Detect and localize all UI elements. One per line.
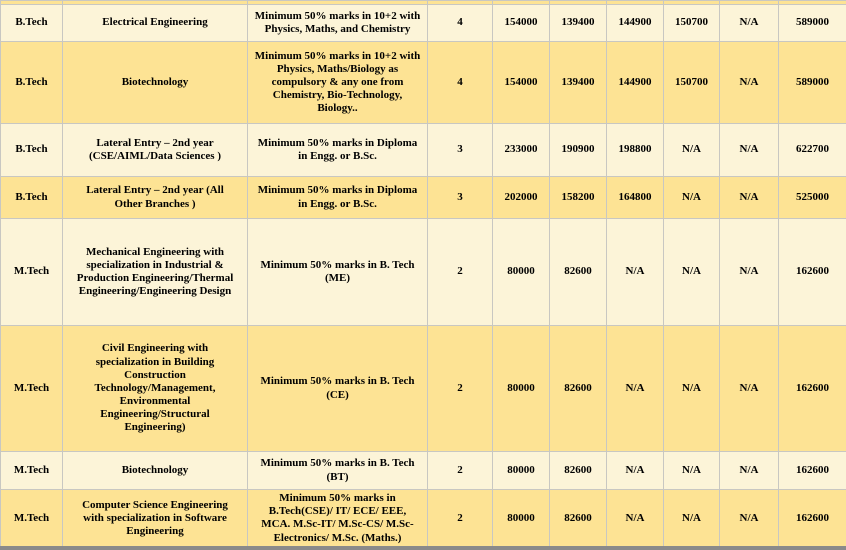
bottom-gray-bar — [0, 546, 846, 550]
cell-fee-5: N/A — [719, 325, 779, 452]
cell-fee-4: N/A — [663, 123, 720, 177]
cell-program: B.Tech — [0, 176, 63, 219]
cell-fee-4: N/A — [663, 325, 720, 452]
cell-program: B.Tech — [0, 41, 63, 124]
table-row: M.Tech Civil Engineering with specializat… — [0, 325, 846, 452]
cell-fee-2: 139400 — [549, 41, 607, 124]
cell-eligibility: Minimum 50% marks in Diploma in Engg. or… — [247, 176, 428, 219]
cell-eligibility: Minimum 50% marks in B. Tech (BT) — [247, 451, 428, 490]
cell-fee-4: N/A — [663, 176, 720, 219]
cell-total-fee: 162600 — [778, 451, 846, 490]
cell-program: M.Tech — [0, 489, 63, 548]
cell-eligibility: Minimum 50% marks in B. Tech (CE) — [247, 325, 428, 452]
cell-fee-3: N/A — [606, 218, 664, 326]
cell-fee-2: 82600 — [549, 489, 607, 548]
cell-duration-years: 3 — [427, 123, 493, 177]
cell-program: B.Tech — [0, 123, 63, 177]
cell-eligibility: Minimum 50% marks in B. Tech (ME) — [247, 218, 428, 326]
table-row: B.Tech Electrical Engineering Minimum 50% … — [0, 4, 846, 42]
cell-fee-4: N/A — [663, 489, 720, 548]
cell-course: Civil Engineering with specialization in… — [62, 325, 248, 452]
cell-eligibility: Minimum 50% marks in Diploma in Engg. or… — [247, 123, 428, 177]
cell-course: Biotechnology — [62, 451, 248, 490]
cell-fee-1: 80000 — [492, 489, 550, 548]
cell-duration-years: 3 — [427, 176, 493, 219]
cell-course: Mechanical Engineering with specializati… — [62, 218, 248, 326]
cell-eligibility: Minimum 50% marks in 10+2 with Physics, … — [247, 41, 428, 124]
cell-fee-5: N/A — [719, 176, 779, 219]
cell-course: Lateral Entry – 2nd year (CSE/AIML/Data … — [62, 123, 248, 177]
cell-fee-4: N/A — [663, 451, 720, 490]
cell-fee-3: N/A — [606, 325, 664, 452]
cell-total-fee: 162600 — [778, 218, 846, 326]
cell-fee-4: N/A — [663, 218, 720, 326]
cell-fee-3: N/A — [606, 489, 664, 548]
cell-fee-3: 144900 — [606, 41, 664, 124]
cell-total-fee: 525000 — [778, 176, 846, 219]
table-row: B.Tech Lateral Entry – 2nd year (CSE/AIML… — [0, 123, 846, 177]
cell-duration-years: 4 — [427, 4, 493, 42]
cell-total-fee: 622700 — [778, 123, 846, 177]
cell-fee-2: 82600 — [549, 218, 607, 326]
cell-total-fee: 589000 — [778, 4, 846, 42]
cell-duration-years: 2 — [427, 218, 493, 326]
cell-eligibility: Minimum 50% marks in B.Tech(CSE)/ IT/ EC… — [247, 489, 428, 548]
table-row: M.Tech Mechanical Engineering with specia… — [0, 218, 846, 326]
cell-total-fee: 162600 — [778, 489, 846, 548]
cell-fee-4: 150700 — [663, 4, 720, 42]
table-row: M.Tech Computer Science Engineering with … — [0, 489, 846, 548]
cell-program: B.Tech — [0, 4, 63, 42]
cell-fee-2: 190900 — [549, 123, 607, 177]
cell-fee-5: N/A — [719, 218, 779, 326]
cell-duration-years: 2 — [427, 325, 493, 452]
cell-duration-years: 2 — [427, 451, 493, 490]
table-row: M.Tech Biotechnology Minimum 50% marks in … — [0, 451, 846, 490]
cell-course: Lateral Entry – 2nd year (All Other Bran… — [62, 176, 248, 219]
cell-fee-1: 154000 — [492, 4, 550, 42]
cell-fee-2: 158200 — [549, 176, 607, 219]
cell-fee-1: 80000 — [492, 218, 550, 326]
cell-fee-1: 154000 — [492, 41, 550, 124]
cell-fee-3: 164800 — [606, 176, 664, 219]
cell-fee-3: N/A — [606, 451, 664, 490]
cell-course: Electrical Engineering — [62, 4, 248, 42]
cell-fee-4: 150700 — [663, 41, 720, 124]
cell-total-fee: 162600 — [778, 325, 846, 452]
cell-program: M.Tech — [0, 325, 63, 452]
cell-duration-years: 2 — [427, 489, 493, 548]
table-row: B.Tech Biotechnology Minimum 50% marks in … — [0, 41, 846, 124]
cell-fee-3: 198800 — [606, 123, 664, 177]
cell-duration-years: 4 — [427, 41, 493, 124]
cell-course: Computer Science Engineering with specia… — [62, 489, 248, 548]
table-row: B.Tech Lateral Entry – 2nd year (All Othe… — [0, 176, 846, 219]
cell-course: Biotechnology — [62, 41, 248, 124]
cell-fee-1: 233000 — [492, 123, 550, 177]
cell-fee-5: N/A — [719, 123, 779, 177]
cell-fee-2: 82600 — [549, 451, 607, 490]
cell-fee-1: 202000 — [492, 176, 550, 219]
cell-eligibility: Minimum 50% marks in 10+2 with Physics, … — [247, 4, 428, 42]
cell-fee-2: 139400 — [549, 4, 607, 42]
cell-program: M.Tech — [0, 218, 63, 326]
cell-fee-1: 80000 — [492, 325, 550, 452]
cell-fee-5: N/A — [719, 41, 779, 124]
cell-fee-5: N/A — [719, 451, 779, 490]
cell-fee-3: 144900 — [606, 4, 664, 42]
cell-fee-5: N/A — [719, 489, 779, 548]
cell-fee-2: 82600 — [549, 325, 607, 452]
cell-fee-1: 80000 — [492, 451, 550, 490]
cell-total-fee: 589000 — [778, 41, 846, 124]
cell-fee-5: N/A — [719, 4, 779, 42]
cell-program: M.Tech — [0, 451, 63, 490]
